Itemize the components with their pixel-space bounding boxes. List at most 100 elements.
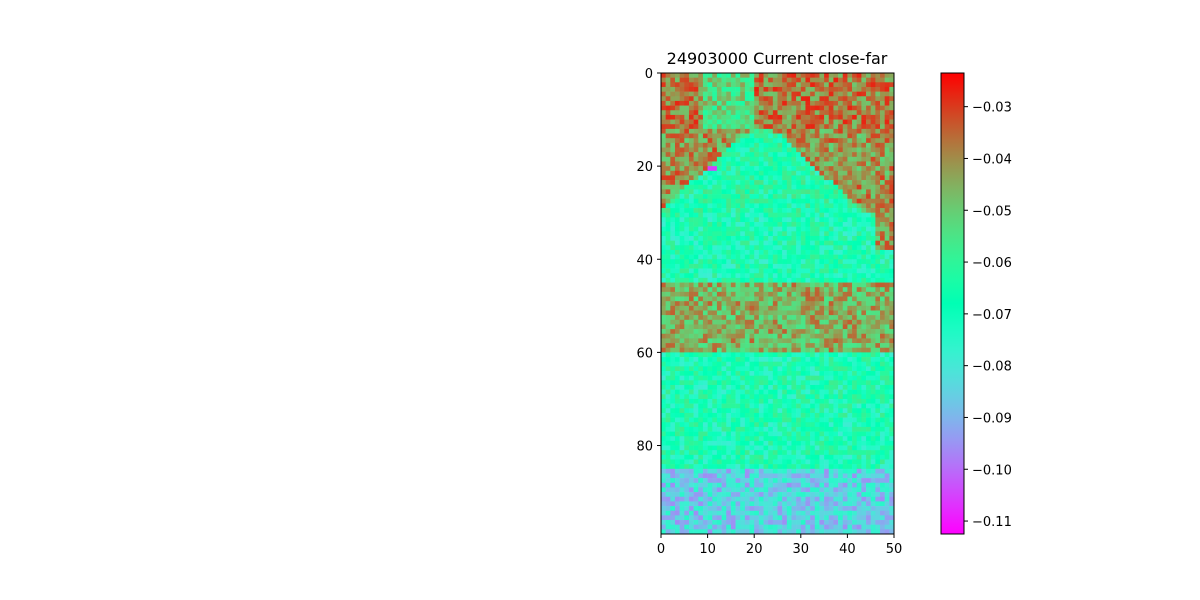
heatmap-cell [763,110,769,116]
heatmap-cell [716,529,722,535]
heatmap-cell [819,371,825,376]
heatmap-cell [782,305,788,311]
heatmap-cell [726,310,732,316]
heatmap-cell [852,450,858,456]
heatmap-cell [805,529,811,535]
heatmap-cell [707,156,713,162]
heatmap-cell [791,170,797,176]
heatmap-cell [847,287,853,293]
heatmap-cell [852,478,858,484]
heatmap-cell [870,124,876,130]
heatmap-cell [665,231,671,237]
heatmap-cell [870,375,876,381]
heatmap-cell [796,110,802,116]
heatmap-cell [730,436,736,442]
heatmap-cell [824,152,830,158]
heatmap-cell [661,389,666,395]
heatmap-cell [763,408,769,414]
heatmap-cell [814,478,820,484]
heatmap-cell [847,147,853,153]
heatmap-cell [758,291,764,297]
heatmap-cell [702,492,708,498]
heatmap-cell [810,315,816,321]
heatmap-cell [856,380,862,386]
heatmap-cell [880,305,885,311]
heatmap-cell [805,291,811,297]
heatmap-cell [670,226,676,232]
heatmap-cell [880,510,885,516]
heatmap-cell [828,208,834,213]
heatmap-cell [856,324,862,330]
heatmap-cell [749,305,755,311]
heatmap-cell [702,291,708,297]
heatmap-cell [744,296,750,302]
heatmap-cell [782,119,788,125]
heatmap-cell [744,445,750,451]
heatmap-cell [791,422,797,428]
heatmap-cell [824,82,830,88]
heatmap-cell [670,217,676,223]
heatmap-cell [758,436,764,442]
heatmap-cell [749,319,755,325]
heatmap-cell [828,459,834,465]
heatmap-cell [726,426,732,432]
heatmap-cell [852,357,858,363]
heatmap-cell [684,394,690,400]
heatmap-cell [744,156,750,162]
heatmap-cell [693,189,699,195]
heatmap-cell [800,482,806,488]
heatmap-cell [800,161,806,167]
heatmap-cell [730,371,736,376]
heatmap-cell [777,473,783,479]
heatmap-cell [763,520,769,525]
heatmap-cell [674,170,680,176]
heatmap-cell [763,357,769,363]
heatmap-cell [824,263,830,269]
heatmap-cell [716,352,722,358]
heatmap-cell [693,203,699,209]
heatmap-cell [679,249,685,255]
heatmap-cell [735,133,741,139]
heatmap-cell [889,231,895,237]
heatmap-cell [814,110,820,116]
heatmap-cell [754,366,760,372]
heatmap-cell [665,180,671,186]
heatmap-cell [744,268,750,274]
heatmap-cell [698,110,704,116]
heatmap-cell [768,510,774,516]
tick-label: 0 [657,542,665,557]
heatmap-cell [721,496,727,502]
heatmap-cell [763,319,769,325]
heatmap-cell [763,524,769,530]
heatmap-cell [786,357,792,363]
heatmap-cell [852,510,858,516]
heatmap-cell [768,398,774,404]
heatmap-cell [721,454,727,460]
heatmap-cell [730,478,736,484]
heatmap-cell [702,445,708,451]
heatmap-cell [740,189,746,195]
heatmap-cell [814,408,820,414]
heatmap-cell [866,431,871,437]
heatmap-cell [758,487,764,493]
heatmap-cell [679,422,685,428]
heatmap-cell [856,482,862,488]
heatmap-cell [688,496,694,502]
heatmap-cell [838,198,844,204]
heatmap-cell [838,468,844,474]
heatmap-cell [842,208,848,213]
heatmap-cell [875,515,881,521]
heatmap-cell [824,366,830,372]
heatmap-cell [847,464,853,470]
heatmap-cell [856,166,862,172]
heatmap-cell [674,291,680,297]
heatmap-cell [721,305,727,311]
heatmap-cell [665,77,671,83]
heatmap-cell [698,231,704,237]
heatmap-cell [880,468,885,474]
heatmap-cell [721,352,727,358]
heatmap-cell [693,371,699,376]
heatmap-cell [758,426,764,432]
heatmap-cell [856,422,862,428]
heatmap-cell [824,329,830,335]
